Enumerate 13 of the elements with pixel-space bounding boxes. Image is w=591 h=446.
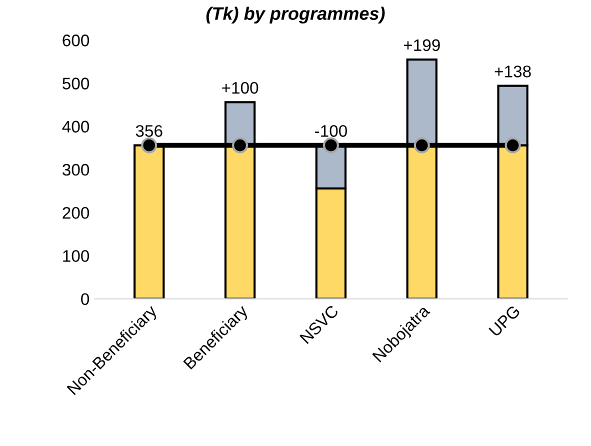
annotation: +138 bbox=[494, 66, 531, 78]
annotation: 356 bbox=[136, 125, 162, 137]
y-tick-label: 600 bbox=[62, 34, 90, 46]
y-tick-label: 100 bbox=[63, 250, 90, 262]
annotation: +100 bbox=[222, 82, 258, 94]
y-tick-label: 500 bbox=[62, 78, 90, 90]
annotation: +199 bbox=[404, 39, 440, 52]
y-tick-label: 0 bbox=[81, 293, 90, 306]
y-tick-label: 200 bbox=[62, 206, 90, 219]
y-tick-label: 300 bbox=[62, 164, 90, 176]
y-tick-label: 400 bbox=[62, 120, 90, 133]
chart-title: (Tk) by programmes) bbox=[206, 6, 385, 24]
annotation: -100 bbox=[315, 125, 347, 137]
